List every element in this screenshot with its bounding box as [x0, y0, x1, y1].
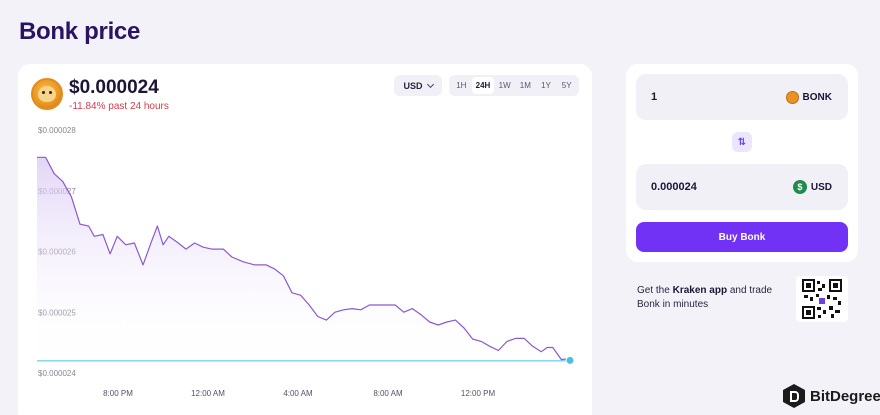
price-area	[37, 157, 570, 373]
bonk-coin-icon	[785, 90, 799, 104]
range-tab-5y[interactable]: 5Y	[561, 81, 572, 90]
to-amount-value: 0.000024	[651, 181, 697, 193]
bitdegree-logo-icon	[783, 384, 805, 408]
from-amount-value: 1	[651, 91, 658, 103]
kraken-app-promo: Get the Kraken app and trade Bonk in min…	[637, 284, 787, 312]
x-tick-label: 8:00 PM	[103, 389, 133, 398]
watermark-text: BitDegree	[810, 387, 880, 405]
current-price-marker	[565, 355, 575, 365]
y-tick-label: $0.000028	[38, 126, 76, 135]
x-tick-label: 12:00 AM	[191, 389, 225, 398]
from-token-label: BONK	[802, 91, 832, 103]
promo-suffix: and trade Bonk in minutes	[637, 285, 773, 310]
range-tab-24h[interactable]: 24H	[471, 77, 495, 94]
swap-arrows-icon: ⇅	[737, 136, 747, 148]
y-tick-label: $0.000024	[38, 369, 76, 378]
from-amount-field[interactable]: 1 BONK	[636, 74, 848, 120]
kraken-app-link[interactable]: Kraken app	[672, 285, 728, 296]
promo-prefix: Get the	[637, 285, 670, 296]
range-tab-1m[interactable]: 1M	[519, 81, 531, 90]
range-tab-1y[interactable]: 1Y	[541, 81, 551, 90]
swap-button[interactable]: ⇅	[732, 132, 752, 152]
bonk-coin-icon	[31, 78, 63, 110]
dollar-coin-icon: $	[792, 180, 807, 194]
price-line	[37, 156, 571, 361]
page-title: Bonk price	[19, 18, 141, 45]
x-tick-label: 12:00 PM	[461, 389, 496, 398]
x-tick-label: 8:00 AM	[373, 389, 403, 398]
qr-code-icon[interactable]	[796, 276, 848, 322]
bitdegree-watermark: BitDegree	[783, 384, 880, 408]
to-amount-field[interactable]: 0.000024 $ USD	[636, 164, 848, 210]
to-token-label: USD	[810, 181, 832, 193]
to-token-select[interactable]: $ USD	[792, 180, 832, 194]
x-tick-label: 4:00 AM	[283, 389, 313, 398]
range-tab-1h[interactable]: 1H	[456, 81, 467, 90]
currency-select[interactable]: USD	[394, 75, 442, 96]
price-change: -11.84% past 24 hours	[69, 101, 169, 112]
time-range-tabs: 1H 24H 1W 1M 1Y 5Y	[449, 75, 579, 96]
buy-bonk-button[interactable]: Buy Bonk	[636, 222, 848, 252]
range-tab-1w[interactable]: 1W	[498, 81, 511, 90]
currency-select-label: USD	[403, 80, 423, 91]
current-price: $0.000024	[69, 77, 159, 98]
x-axis: 8:00 PM 12:00 AM 4:00 AM 8:00 AM 12:00 PM	[103, 389, 495, 398]
converter-card: 1 BONK ⇅ 0.000024 $ USD Buy Bonk	[626, 64, 858, 262]
price-chart-card: $0.000024 -11.84% past 24 hours USD 1H 2…	[18, 64, 592, 415]
price-chart[interactable]: $0.000028$0.000027$0.000026$0.000025$0.0…	[18, 64, 592, 415]
from-token-select[interactable]: BONK	[785, 90, 832, 104]
